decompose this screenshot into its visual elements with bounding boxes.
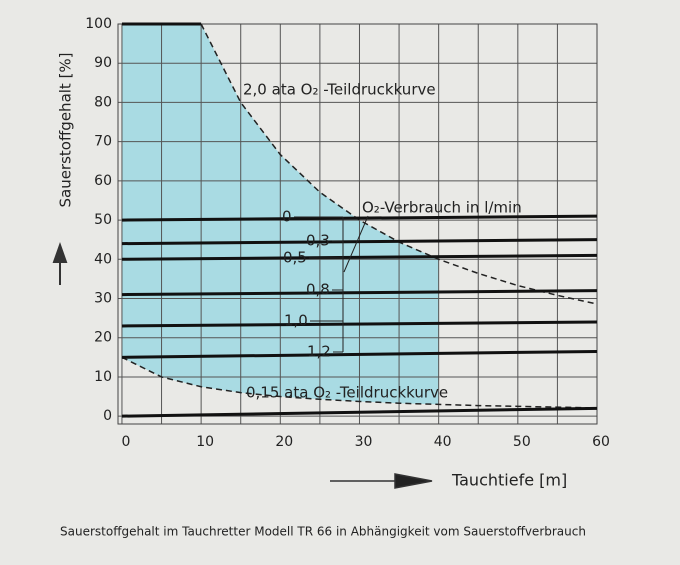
legend-title: O₂-Verbrauch in l/min — [362, 199, 522, 217]
x-axis-label: Tauchtiefe [m] — [451, 471, 567, 490]
x-tick-label: 40 — [434, 434, 452, 450]
caption: Sauerstoffgehalt im Tauchretter Modell T… — [60, 525, 586, 539]
series-label: 0,3 — [306, 232, 330, 250]
y-tick-label: 0 — [103, 408, 112, 424]
y-tick-label: 10 — [94, 369, 112, 385]
y-tick-label: 100 — [85, 16, 112, 32]
y-tick-label: 60 — [94, 173, 112, 189]
leader — [343, 215, 369, 273]
y-tick-label: 20 — [94, 330, 112, 346]
x-tick-label: 20 — [275, 434, 293, 450]
y-tick-label: 30 — [94, 291, 112, 307]
y-tick-label: 50 — [94, 212, 112, 228]
line — [121, 320, 598, 328]
series-label: 1,0 — [284, 312, 308, 330]
line — [121, 289, 598, 297]
curve — [121, 356, 598, 409]
y-arrow — [52, 241, 68, 285]
y-tick-label: 80 — [94, 94, 112, 110]
x-tick-label: 10 — [196, 434, 214, 450]
x-tick-label: 50 — [513, 434, 531, 450]
x-tick-label: 60 — [592, 434, 610, 450]
series-label: 0,5 — [283, 249, 307, 267]
y-tick-label: 90 — [94, 55, 112, 71]
series-label: 0,8 — [306, 281, 330, 299]
y-tick-label: 70 — [94, 134, 112, 150]
y-axis-label: Sauerstoffgehalt [%] — [57, 52, 75, 207]
x-tick-label: 0 — [121, 434, 130, 450]
series-label: 0 — [282, 208, 292, 226]
x-arrow — [330, 473, 433, 489]
plot-frame — [117, 23, 598, 425]
x-tick-label: 30 — [355, 434, 373, 450]
curve-label: 2,0 ata O₂ -Teildruckkurve — [243, 81, 436, 99]
line — [121, 253, 598, 261]
y-tick-label: 40 — [94, 251, 112, 267]
line — [121, 214, 598, 222]
line — [121, 406, 598, 418]
line — [121, 238, 598, 246]
line — [121, 349, 598, 359]
curve-label: 0,15 ata O₂ -Teildruckkurve — [246, 384, 448, 402]
series-label: 1,2 — [307, 343, 331, 361]
